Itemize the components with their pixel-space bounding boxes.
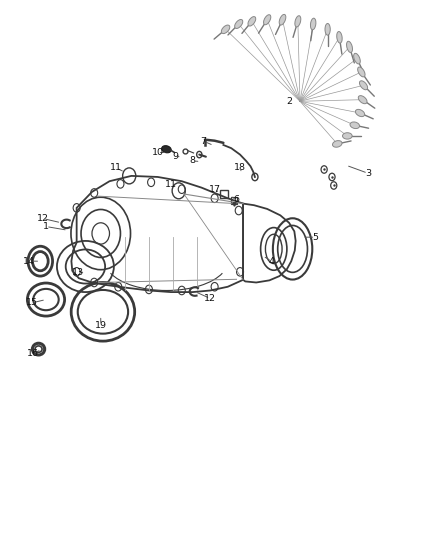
Ellipse shape	[279, 14, 286, 25]
Text: 14: 14	[23, 257, 35, 265]
Ellipse shape	[343, 133, 352, 139]
Text: 11: 11	[165, 180, 177, 189]
Ellipse shape	[311, 18, 316, 30]
Ellipse shape	[162, 146, 171, 153]
Ellipse shape	[332, 141, 342, 147]
Text: 3: 3	[365, 169, 371, 177]
Text: 12: 12	[37, 214, 49, 223]
Ellipse shape	[350, 122, 360, 128]
Text: 11: 11	[110, 164, 122, 172]
Text: 12: 12	[204, 294, 216, 303]
Text: 2: 2	[286, 97, 292, 106]
Text: 18: 18	[233, 164, 246, 172]
Text: 4: 4	[268, 257, 275, 265]
Ellipse shape	[346, 41, 353, 53]
Text: 19: 19	[95, 321, 107, 329]
Ellipse shape	[221, 25, 230, 34]
Text: 6: 6	[233, 196, 240, 204]
Text: 10: 10	[152, 148, 164, 157]
Ellipse shape	[248, 17, 256, 26]
Ellipse shape	[355, 109, 365, 117]
Text: 17: 17	[208, 185, 221, 193]
Ellipse shape	[360, 81, 367, 90]
Ellipse shape	[358, 67, 365, 77]
Text: 8: 8	[190, 157, 196, 165]
Ellipse shape	[235, 20, 243, 28]
Text: 16: 16	[27, 349, 39, 358]
Text: 1: 1	[43, 222, 49, 231]
Text: 13: 13	[72, 269, 84, 277]
Text: 9: 9	[172, 152, 178, 161]
Ellipse shape	[264, 15, 271, 25]
Ellipse shape	[337, 31, 342, 43]
Bar	[231, 197, 237, 204]
Ellipse shape	[358, 95, 367, 104]
Ellipse shape	[353, 53, 360, 64]
Text: 5: 5	[312, 233, 318, 241]
Text: 7: 7	[201, 137, 207, 146]
Ellipse shape	[325, 23, 330, 35]
Text: 15: 15	[26, 298, 39, 307]
Ellipse shape	[295, 15, 301, 27]
Bar	[220, 190, 228, 198]
